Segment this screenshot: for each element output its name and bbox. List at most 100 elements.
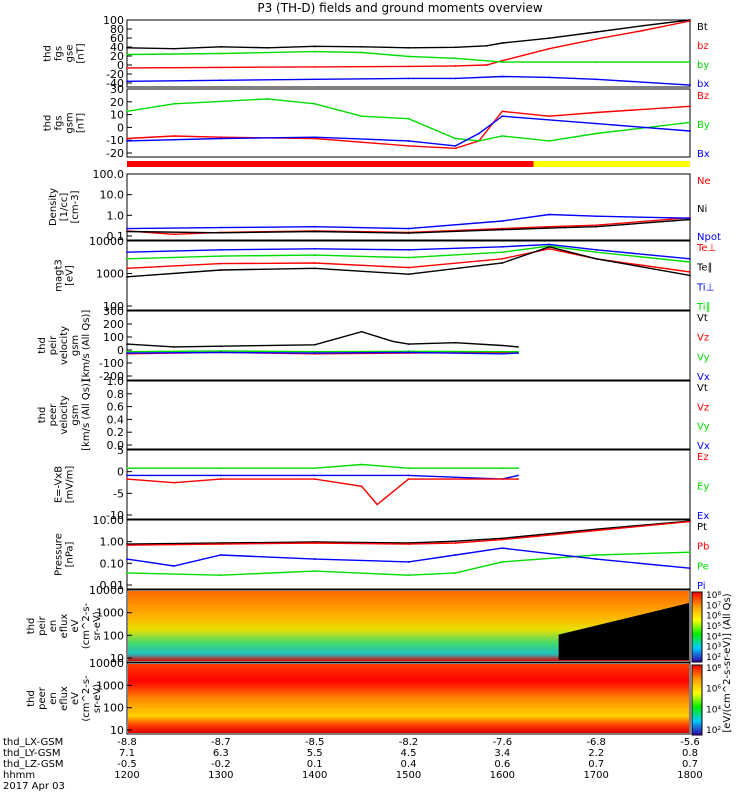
colorbar-tick: 10² [706,653,721,663]
data-point [219,52,222,55]
data-point [360,330,363,333]
data-point [595,78,598,81]
x-tick-label: 1300 [208,770,233,781]
data-point [360,485,363,488]
panel-frame [126,380,691,450]
panel-6: 1.00.80.60.40.20.0 thdpeervelocitygsm[km/… [37,375,710,452]
data-point [477,140,480,142]
y-axis-label-line: velocity [59,395,70,434]
data-point [126,572,128,574]
series-line-Te∥ [126,246,691,278]
data-point [517,350,519,353]
x-tick-label: -0.2 [211,759,231,770]
panel-8: 10.00 1.00 0.10 0.01 Pressure[nPa] Pt Pb Pe Pi [54,514,710,592]
data-point [313,247,316,250]
data-point [219,137,222,140]
data-point [595,529,598,532]
x-tick-label: -7.6 [493,737,513,748]
data-point [266,46,269,49]
y-tick-label: 1000 [96,607,124,620]
data-point [313,136,316,139]
data-point [313,467,316,470]
data-point [595,224,598,227]
colorbar-tick: 10⁴ [706,632,721,642]
y-tick-label: 0.8 [107,388,125,401]
x-tick-label: 3.4 [494,748,510,759]
data-point [689,520,691,523]
data-point [501,537,504,540]
y-axis-label: thdpeirenefluxeV(cm^2-s-sr-eV) [26,602,103,649]
x-tick-label: 1500 [396,770,421,781]
colorbar [691,664,703,736]
y-tick-label: 10 [110,109,124,122]
data-point [689,567,691,570]
y-tick-label: 10000 [89,657,124,670]
x-tick-label: 6.3 [213,748,229,759]
y-tick-label: 20 [110,50,124,63]
data-point [313,262,316,264]
data-point [689,218,691,221]
data-point [407,266,410,269]
data-point [454,65,457,67]
data-point [548,247,551,250]
y-axis-label-line: [nT] [76,43,87,63]
data-point [501,344,504,347]
y-tick-label: 0.01 [100,579,125,592]
data-point [219,467,222,470]
x-tick-label: 1600 [490,770,515,781]
data-point [126,230,128,233]
panel-4: 10000 1000 100 magt3[eV] Te⊥ Te∥ Ti⊥ Ti∥ [54,235,717,313]
data-point [126,478,128,480]
data-point [173,135,175,137]
y-axis-label-line: peir [37,615,48,635]
data-point [219,350,222,352]
y-axis-label-line: Density [48,188,59,226]
data-point [501,61,504,64]
x-tick-label: 1700 [583,770,608,781]
series-line-Bz [126,105,691,150]
legend-entry: Vz [697,402,709,413]
data-point [360,51,363,54]
y-axis-label: E=-VxB[mV/m] [54,466,76,504]
y-axis-label-line: thd [37,337,48,354]
data-point [501,110,504,113]
data-point [689,271,691,273]
series-line-Pt [126,520,691,545]
data-point [407,77,410,80]
legend-entry: Pb [697,542,709,553]
series-line-Pb [126,520,691,546]
data-point [548,213,551,216]
y-tick-label: 60 [110,32,124,45]
series-line-Pe [126,551,691,576]
x-tick-label: 2.2 [588,748,604,759]
data-point [126,474,128,477]
legend-entry: Vx [697,372,710,383]
data-point [173,102,175,105]
y-tick-label: 10000 [89,584,124,597]
legend-entry: Vt [697,313,708,324]
y-axis-label-line: thd [43,115,54,132]
data-point [454,540,457,543]
data-point [126,467,128,470]
legend-entry: Pe [697,561,709,572]
data-point [266,97,269,100]
data-point [689,121,691,124]
x-tick-label: 5.5 [307,748,323,759]
y-axis-label-line: [km/s (All Qs)] [81,379,92,451]
x-tick-label: -8.2 [399,737,419,748]
x-tick-label: 0.7 [588,759,604,770]
y-tick-label: -5 [113,487,124,500]
y-tick-label: -10 [106,134,124,147]
data-point [595,122,598,125]
data-point [126,46,128,49]
data-point [595,257,598,260]
legend-entry: Bx [697,149,710,160]
data-point [407,144,410,147]
data-point [313,45,316,48]
x-tick-label: 0.6 [494,759,510,770]
x-axis-labels: thd_LX-GSM -8.8 -8.7 -8.5 -8.2 -7.6 -6.8 -5.6 th… [3,737,703,792]
data-point [501,350,504,353]
data-point [126,350,128,353]
